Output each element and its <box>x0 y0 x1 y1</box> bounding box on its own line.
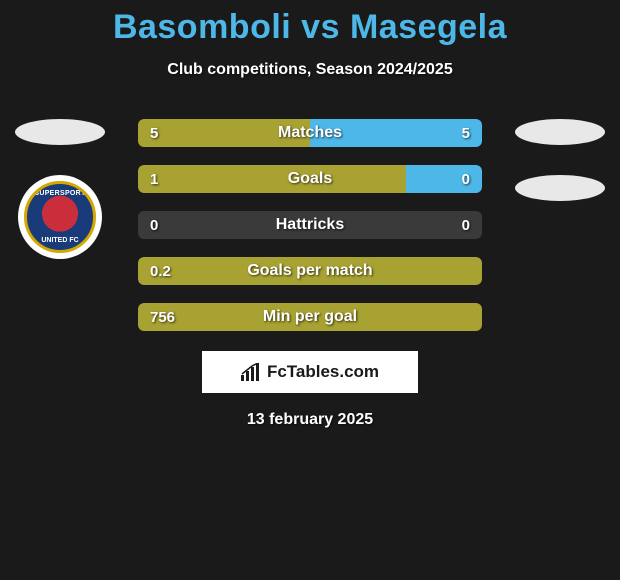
page-title: Basomboli vs Masegela <box>0 8 620 47</box>
right-avatar-placeholder <box>515 119 605 145</box>
stat-label: Hattricks <box>138 211 482 239</box>
stat-value-left: 756 <box>150 303 175 331</box>
left-player-col: SUPERSPORT UNITED FC <box>0 119 120 259</box>
stat-fill-right <box>310 119 482 147</box>
stat-bar: 756Min per goal <box>138 303 482 331</box>
stat-value-right: 5 <box>462 119 470 147</box>
comparison-widget: Basomboli vs Masegela Club competitions,… <box>0 0 620 429</box>
stat-value-left: 0 <box>150 211 158 239</box>
stat-fill-right <box>406 165 482 193</box>
stat-bar: 0.2Goals per match <box>138 257 482 285</box>
footer-date: 13 february 2025 <box>0 411 620 429</box>
right-club-placeholder <box>515 175 605 201</box>
right-player-col <box>500 119 620 201</box>
club-name-bottom: UNITED FC <box>27 237 93 244</box>
stat-value-right: 0 <box>462 165 470 193</box>
brand-text: FcTables.com <box>267 362 379 382</box>
stat-fill-left <box>138 165 406 193</box>
stat-value-right: 0 <box>462 211 470 239</box>
stat-value-left: 1 <box>150 165 158 193</box>
brand-banner[interactable]: FcTables.com <box>202 351 418 393</box>
stat-fill-left <box>138 257 482 285</box>
stat-value-left: 5 <box>150 119 158 147</box>
subtitle: Club competitions, Season 2024/2025 <box>0 61 620 79</box>
stat-fill-left <box>138 119 310 147</box>
left-club-badge: SUPERSPORT UNITED FC <box>18 175 102 259</box>
club-badge-graphic: SUPERSPORT UNITED FC <box>24 181 96 253</box>
stats-column: 5Matches51Goals00Hattricks00.2Goals per … <box>120 119 500 331</box>
brand-chart-icon <box>241 363 261 381</box>
stat-bar: 5Matches5 <box>138 119 482 147</box>
stat-bar: 1Goals0 <box>138 165 482 193</box>
stat-bar: 0Hattricks0 <box>138 211 482 239</box>
body-row: SUPERSPORT UNITED FC 5Matches51Goals00Ha… <box>0 119 620 331</box>
left-avatar-placeholder <box>15 119 105 145</box>
club-name-top: SUPERSPORT <box>27 190 93 197</box>
stat-fill-left <box>138 303 482 331</box>
stat-value-left: 0.2 <box>150 257 171 285</box>
